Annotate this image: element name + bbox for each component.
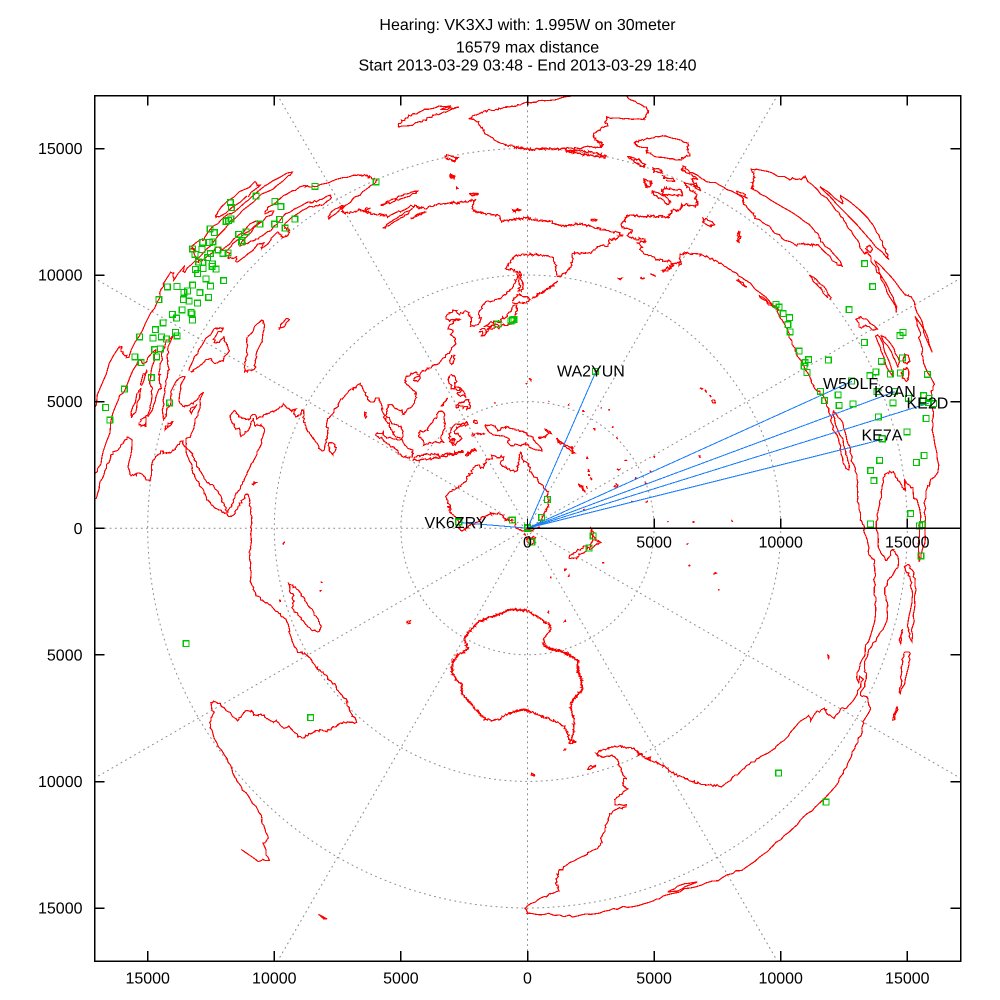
svg-text:10000: 10000	[758, 535, 803, 552]
svg-text:0: 0	[74, 521, 83, 538]
svg-text:5000: 5000	[636, 971, 672, 988]
svg-text:5000: 5000	[47, 394, 83, 411]
svg-text:15000: 15000	[885, 535, 930, 552]
svg-text:16579 max distance: 16579 max distance	[456, 39, 599, 56]
svg-text:0: 0	[523, 971, 532, 988]
svg-text:KE2D: KE2D	[907, 396, 949, 413]
svg-text:5000: 5000	[636, 535, 672, 552]
svg-text:WA2YUN: WA2YUN	[557, 364, 625, 381]
svg-text:15000: 15000	[38, 141, 83, 158]
svg-text:10000: 10000	[252, 971, 297, 988]
svg-text:KE7A: KE7A	[862, 428, 903, 445]
svg-text:K9AN: K9AN	[874, 384, 916, 401]
svg-text:0: 0	[523, 535, 532, 552]
svg-text:10000: 10000	[38, 268, 83, 285]
svg-text:10000: 10000	[758, 971, 803, 988]
svg-text:15000: 15000	[885, 971, 930, 988]
svg-text:5000: 5000	[383, 971, 419, 988]
svg-text:10000: 10000	[38, 774, 83, 791]
svg-text:15000: 15000	[38, 901, 83, 918]
svg-text:VK6ZRY: VK6ZRY	[425, 515, 487, 532]
svg-text:W5OLF: W5OLF	[823, 376, 878, 393]
svg-text:15000: 15000	[125, 971, 170, 988]
svg-text:Start 2013-03-29 03:48 - End 2: Start 2013-03-29 03:48 - End 2013-03-29 …	[358, 58, 696, 75]
svg-text:Hearing: VK3XJ with: 1.995W on: Hearing: VK3XJ with: 1.995W on 30meter	[379, 17, 676, 34]
svg-text:5000: 5000	[47, 647, 83, 664]
